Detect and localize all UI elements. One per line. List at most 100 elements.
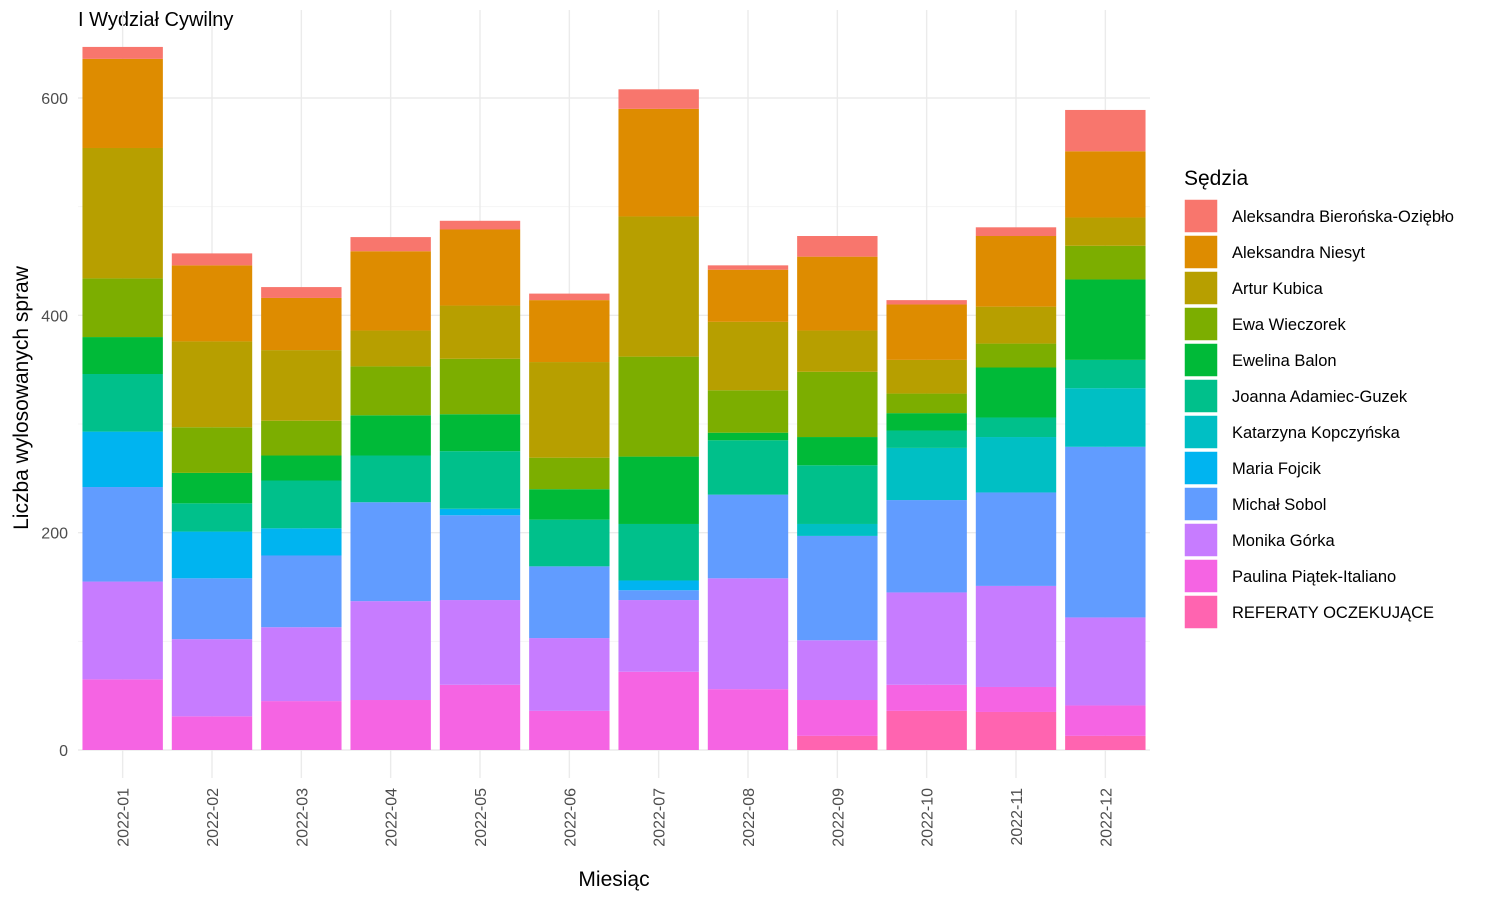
- bar-segment: [82, 679, 163, 750]
- x-tick-label: 2022-11: [1009, 788, 1026, 846]
- legend-key: [1183, 486, 1219, 522]
- bar-segment: [350, 700, 431, 750]
- bar-segment: [886, 304, 967, 360]
- bar-segment: [1065, 617, 1146, 706]
- bar-segment: [707, 321, 789, 391]
- legend-key: [1183, 198, 1219, 234]
- bar-segment: [707, 578, 789, 690]
- legend-key: [1183, 342, 1219, 378]
- legend-label: Aleksandra Bierońska-Oziębło: [1232, 208, 1454, 226]
- legend-key: [1183, 270, 1219, 306]
- bar-segment: [975, 711, 1057, 750]
- x-tick-label: 2022-06: [562, 788, 579, 847]
- y-tick-label: 0: [59, 743, 68, 760]
- bar-segment: [261, 701, 342, 750]
- x-tick-label: 2022-08: [741, 788, 758, 847]
- chart-title: I Wydział Cywilny: [78, 9, 233, 31]
- bar-segment: [618, 216, 699, 357]
- bar-segment: [797, 465, 878, 524]
- bar-segment: [797, 523, 878, 536]
- x-tick-label: 2022-03: [294, 788, 311, 847]
- bar-segment: [171, 639, 253, 717]
- bar-segment: [261, 528, 342, 556]
- legend-title: Sędzia: [1184, 167, 1249, 190]
- bar-segment: [350, 237, 431, 252]
- x-tick-label: 2022-04: [384, 788, 401, 847]
- bar-segment: [797, 330, 878, 372]
- bar-segment: [261, 555, 342, 628]
- bar-segment: [439, 220, 521, 230]
- bar-segment: [171, 341, 253, 428]
- legend-key: [1183, 558, 1219, 594]
- bar-segment: [886, 359, 967, 394]
- bar-segment: [975, 236, 1057, 307]
- bar-segment: [261, 480, 342, 529]
- bar-segment: [171, 265, 253, 342]
- bar-segment: [707, 689, 789, 750]
- bar-segment: [350, 415, 431, 456]
- bar-segment: [82, 337, 163, 375]
- bar-segment: [975, 367, 1057, 418]
- y-tick-label: 200: [41, 526, 68, 543]
- x-tick-label: 2022-05: [473, 788, 490, 847]
- legend-key: [1183, 522, 1219, 558]
- bar-segment: [797, 236, 878, 257]
- bar-segment: [975, 686, 1057, 712]
- x-tick-label: 2022-12: [1098, 788, 1115, 847]
- legend-key: [1183, 594, 1219, 630]
- bar-segment: [171, 716, 253, 750]
- bar-segment: [886, 393, 967, 414]
- bar-segment: [82, 431, 163, 488]
- bar-segment: [1065, 705, 1146, 736]
- bar-segment: [261, 420, 342, 456]
- bar-segment: [886, 710, 967, 750]
- legend-label: Maria Fojcik: [1232, 460, 1322, 478]
- bar-segment: [707, 265, 789, 270]
- bar-segment: [1065, 109, 1146, 152]
- bar-segment: [886, 500, 967, 593]
- bar-segment: [618, 590, 699, 601]
- bar-segment: [618, 580, 699, 591]
- bar-segment: [886, 684, 967, 711]
- bar-segment: [439, 305, 521, 359]
- bar-segment: [171, 503, 253, 532]
- legend-label: Artur Kubica: [1232, 280, 1324, 298]
- bar-segment: [529, 566, 610, 639]
- bar-segment: [797, 437, 878, 466]
- bar-segment: [261, 287, 342, 298]
- bar-segment: [797, 700, 878, 736]
- bar-segment: [1065, 359, 1146, 389]
- y-axis-title: Liczba wylosowanych spraw: [10, 265, 33, 530]
- bar-segment: [975, 417, 1057, 438]
- bar-segment: [707, 440, 789, 495]
- bar-segment: [439, 358, 521, 415]
- bar-segment: [171, 531, 253, 579]
- bar-segment: [261, 455, 342, 481]
- bar-segment: [1065, 388, 1146, 447]
- bar-segment: [886, 413, 967, 431]
- bar-segment: [82, 374, 163, 432]
- bar-segment: [82, 46, 163, 59]
- bar-segment: [261, 627, 342, 702]
- legend-label: Katarzyna Kopczyńska: [1232, 424, 1401, 442]
- bar-segment: [975, 492, 1057, 586]
- x-tick-label: 2022-07: [652, 788, 669, 847]
- legend-key: [1183, 378, 1219, 414]
- bar-segment: [529, 457, 610, 490]
- bar-segment: [1065, 245, 1146, 280]
- bar-segment: [707, 432, 789, 441]
- bar-segment: [82, 147, 163, 279]
- bar-segment: [82, 581, 163, 680]
- x-tick-label: 2022-10: [920, 788, 937, 847]
- y-tick-label: 400: [41, 308, 68, 325]
- bar-segment: [529, 293, 610, 301]
- bar-segment: [886, 447, 967, 501]
- bar-segment: [529, 638, 610, 711]
- legend: Aleksandra Bierońska-Oziębło Aleksandra N…: [1183, 198, 1454, 630]
- bar-segment: [350, 502, 431, 602]
- bar-segment: [618, 108, 699, 217]
- bar-segment: [350, 601, 431, 701]
- legend-label: Joanna Adamiec-Guzek: [1232, 388, 1408, 406]
- bar-segment: [439, 414, 521, 452]
